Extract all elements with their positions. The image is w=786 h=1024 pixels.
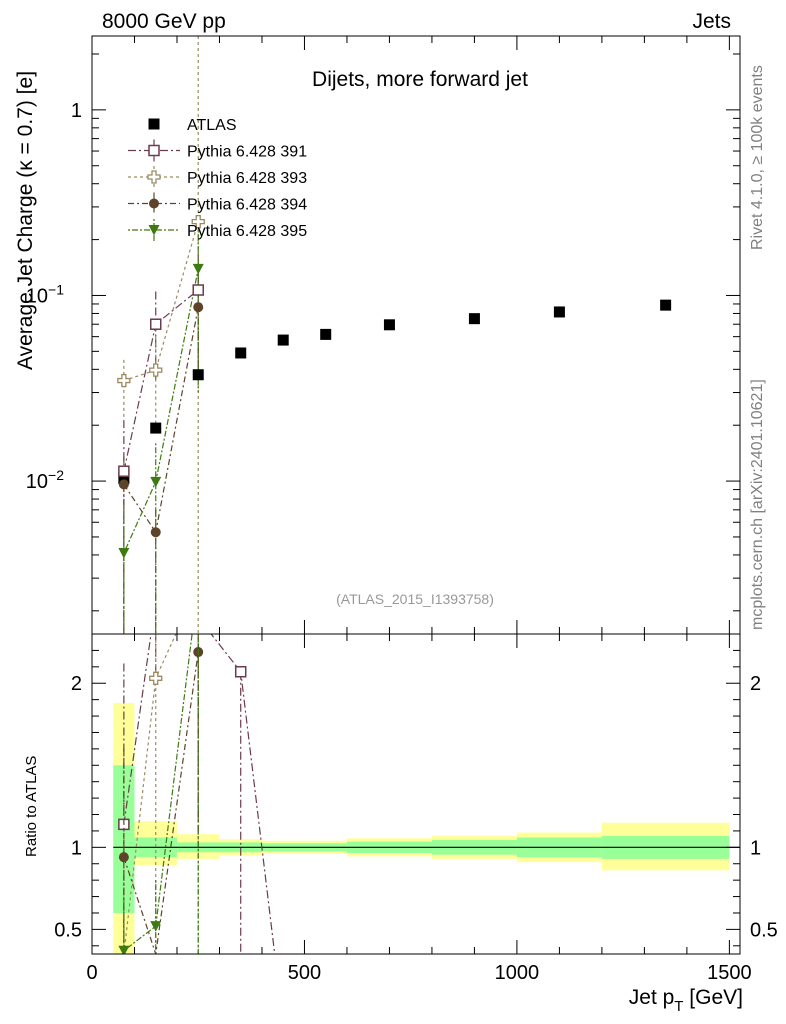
ratio-series-4-point-0 xyxy=(118,945,130,954)
legend-marker-3 xyxy=(149,198,159,209)
ratio-series-4-point-1 xyxy=(150,921,162,932)
y-axis-label: Average Jet Charge (κ = 0.7) [e] xyxy=(14,71,37,370)
atlas-point-3 xyxy=(235,347,247,359)
legend-marker-1 xyxy=(148,144,160,157)
ratio-series-3-point-0 xyxy=(118,852,129,863)
legend-item-2: Pythia 6.428 393 xyxy=(128,166,307,188)
ratio-series-line-2 xyxy=(123,634,177,954)
x-tick-label-2: 1000 xyxy=(495,962,540,984)
series-3-point-0 xyxy=(118,479,129,490)
series-4-point-2 xyxy=(192,263,204,275)
atlas-point-0 xyxy=(118,473,130,485)
rivet-label: Rivet 4.1.0, ≥ 100k events xyxy=(749,65,766,250)
atlas-point-9 xyxy=(660,299,672,311)
jets-label: Jets xyxy=(692,10,731,33)
series-1-point-2 xyxy=(192,284,204,296)
x-axis-label-main: Jet p xyxy=(629,986,675,1009)
atlas-point-6 xyxy=(383,319,395,331)
mcplots-label: mcplots.cern.ch [arXiv:2401.10621] xyxy=(749,379,766,630)
series-line-2 xyxy=(123,221,199,382)
legend-item-1: Pythia 6.428 391 xyxy=(128,139,307,162)
y-tick-label-2: 1 xyxy=(71,100,82,122)
x-tick-label-3: 1500 xyxy=(707,962,752,984)
ratio-plot-panel: 0.5 0.5 1 1 2 2 Ratio to ATLAS xyxy=(23,633,778,955)
series-3-point-1 xyxy=(150,527,161,538)
ratio-series-1-point-3 xyxy=(234,665,247,678)
ratio-y-tick-label-left-2: 2 xyxy=(71,673,82,695)
legend-marker-4 xyxy=(148,225,160,236)
series-1-group xyxy=(123,252,199,634)
legend-label-3: Pythia 6.428 394 xyxy=(187,197,307,214)
series-2-point-0 xyxy=(117,373,131,388)
x-axis-label-unit: [GeV] xyxy=(683,986,743,1009)
y-tick-label-0: 10−2 xyxy=(26,467,64,493)
series-1-point-0 xyxy=(118,465,130,477)
band-inner-0 xyxy=(113,765,135,913)
series-4-point-1 xyxy=(150,476,162,488)
series-3-point-2 xyxy=(193,302,204,313)
y-tick-label-base: 10 xyxy=(26,471,48,493)
atlas-point-5 xyxy=(320,328,332,340)
legend-item-3: Pythia 6.428 394 xyxy=(128,192,307,215)
y-tick-label-base: 10 xyxy=(26,285,48,307)
ratio-series-1-group xyxy=(118,634,276,954)
atlas-point-1 xyxy=(150,422,162,434)
legend-label-1: Pythia 6.428 391 xyxy=(187,144,307,161)
ratio-y-tick-label-right-0: 0.5 xyxy=(750,919,778,941)
ratio-y-tick-label-left-0: 0.5 xyxy=(54,919,82,941)
series-line-4 xyxy=(123,268,199,554)
energy-label: 8000 GeV pp xyxy=(102,10,226,33)
legend-item-4: Pythia 6.428 395 xyxy=(128,219,307,241)
ratio-plot-frame xyxy=(91,633,741,955)
y-tick-label-1: 10−1 xyxy=(26,281,64,307)
main-plot-panel: 10−210−11 Dijets, more forward jet (ATLA… xyxy=(14,35,741,635)
x-tick-label-0: 0 xyxy=(86,962,97,984)
legend-marker-2 xyxy=(147,170,161,184)
chart-title: Dijets, more forward jet xyxy=(312,68,528,91)
series-2-point-1 xyxy=(149,363,163,377)
series-2-point-2 xyxy=(191,214,205,229)
atlas-point-4 xyxy=(277,334,289,346)
atlas-point-2 xyxy=(192,369,204,381)
y-tick-label-exp: −1 xyxy=(48,281,64,297)
x-axis-label: Jet pT [GeV] xyxy=(629,986,743,1015)
ratio-series-4-group xyxy=(118,634,199,954)
legend-item-0: ATLAS xyxy=(148,117,237,134)
ratio-y-tick-label-left-1: 1 xyxy=(71,837,82,859)
ratio-series-line-4 xyxy=(123,634,193,952)
legend-label-2: Pythia 6.428 393 xyxy=(187,170,307,187)
ratio-series-line-3 xyxy=(123,651,199,954)
atlas-point-8 xyxy=(553,306,565,318)
series-2-group xyxy=(123,36,199,634)
legend-label-0: ATLAS xyxy=(187,117,237,134)
ratio-series-2-point-1 xyxy=(149,671,163,685)
analysis-id: (ATLAS_2015_I1393758) xyxy=(336,591,494,607)
ratio-y-tick-label-right-1: 1 xyxy=(750,837,761,859)
atlas-point-7 xyxy=(468,313,480,325)
series-3-group xyxy=(123,262,199,634)
ratio-y-axis-label: Ratio to ATLAS xyxy=(23,756,40,857)
series-4-point-0 xyxy=(118,547,130,559)
legend: ATLAS Pythia 6.428 391 Pythia 6.428 393 Pyt… xyxy=(128,117,307,241)
legend-label-4: Pythia 6.428 395 xyxy=(187,223,307,240)
y-tick-label-exp: −2 xyxy=(48,467,64,483)
x-tick-label-1: 500 xyxy=(288,962,321,984)
ratio-series-line-1 xyxy=(123,634,276,954)
x-axis-label-sub: T xyxy=(674,998,683,1015)
ratio-series-2-group xyxy=(123,634,199,954)
ratio-y-tick-label-right-2: 2 xyxy=(750,673,761,695)
series-1-point-1 xyxy=(149,318,162,330)
legend-marker-0 xyxy=(148,118,160,130)
series-line-1 xyxy=(123,289,199,472)
